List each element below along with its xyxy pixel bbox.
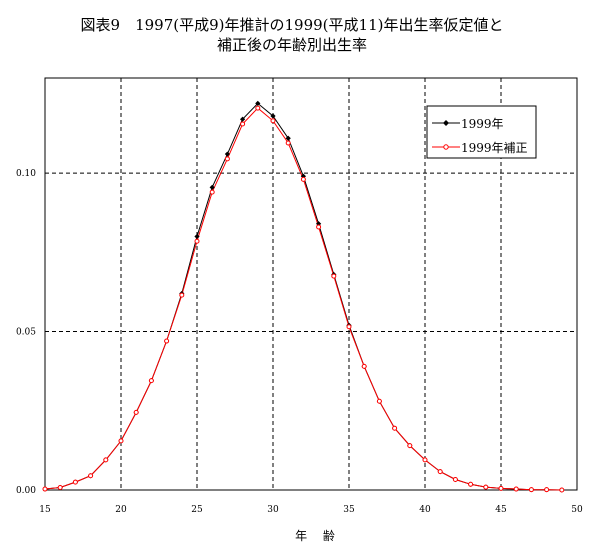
legend-marker-1999-corrected bbox=[443, 144, 449, 150]
data-point-1999-corrected bbox=[224, 156, 230, 162]
data-point-1999-corrected bbox=[513, 486, 519, 492]
data-point-1999-corrected bbox=[346, 324, 352, 330]
data-point-1999-corrected bbox=[148, 378, 154, 384]
legend-marker-1999 bbox=[443, 120, 449, 126]
data-point-1999-corrected bbox=[133, 409, 139, 415]
data-point-1999-corrected bbox=[392, 425, 398, 431]
data-point-1999 bbox=[209, 184, 215, 190]
data-point-1999-corrected bbox=[437, 469, 443, 475]
data-point-1999-corrected bbox=[483, 484, 489, 490]
grid bbox=[45, 78, 577, 490]
chart-subtitle: 補正後の年齢別出生率 bbox=[217, 36, 367, 54]
data-point-1999-corrected bbox=[240, 121, 246, 127]
data-point-1999-corrected bbox=[118, 438, 124, 444]
data-point-1999-corrected bbox=[361, 363, 367, 369]
plot-frame bbox=[44, 77, 578, 491]
data-point-1999-corrected bbox=[42, 486, 48, 492]
data-point-1999-corrected bbox=[422, 457, 428, 463]
legend-label-1999-corrected: 1999年補正 bbox=[461, 141, 528, 155]
data-point-1999-corrected bbox=[194, 238, 200, 244]
data-point-1999 bbox=[255, 100, 261, 106]
data-point-1999-corrected bbox=[103, 457, 109, 463]
x-axis-label: 年 齢 bbox=[295, 528, 341, 543]
data-point-1999-corrected bbox=[179, 292, 185, 298]
data-point-1999 bbox=[194, 233, 200, 240]
data-point-1999-corrected bbox=[164, 338, 170, 344]
legend-label-1999: 1999年 bbox=[461, 117, 504, 131]
data-point-1999-corrected bbox=[376, 398, 382, 404]
data-point-1999-corrected bbox=[452, 477, 458, 483]
y-tick-label: 0.10 bbox=[16, 169, 36, 179]
series-line-1999 bbox=[44, 102, 562, 491]
data-point-1999 bbox=[285, 135, 291, 141]
data-point-1999 bbox=[240, 116, 246, 122]
data-point-1999-corrected bbox=[407, 443, 413, 449]
x-tick-label: 45 bbox=[495, 505, 507, 515]
data-point-1999-corrected bbox=[285, 140, 291, 146]
data-point-1999 bbox=[316, 221, 322, 227]
data-point-1999-corrected bbox=[57, 484, 63, 490]
data-point-1999-corrected bbox=[255, 105, 261, 111]
y-tick-label: 0.05 bbox=[16, 328, 36, 338]
data-point-1999-corrected bbox=[559, 487, 565, 493]
data-point-1999-corrected bbox=[331, 273, 337, 279]
data-point-1999-corrected bbox=[270, 118, 276, 124]
series-line-1999-corrected bbox=[44, 107, 562, 491]
x-tick-label: 50 bbox=[571, 505, 583, 515]
x-tick-label: 25 bbox=[191, 505, 203, 515]
legend: 1999年 1999年補正 bbox=[426, 105, 537, 159]
data-point-1999-corrected bbox=[72, 479, 78, 485]
data-point-1999-corrected bbox=[88, 473, 94, 479]
x-tick-label: 30 bbox=[267, 505, 279, 515]
data-point-1999-corrected bbox=[300, 176, 306, 182]
chart-title: 図表9 1997(平成9)年推計の1999(平成11)年出生率仮定値と bbox=[81, 16, 504, 34]
data-point-1999-corrected bbox=[209, 189, 215, 195]
data-point-1999 bbox=[270, 113, 276, 119]
data-point-1999-corrected bbox=[544, 487, 550, 493]
data-point-1999-corrected bbox=[528, 487, 534, 493]
x-tick-label: 20 bbox=[115, 505, 127, 515]
tick-labels: 15 20 25 30 35 40 45 50 0.00 0.05 0.10 bbox=[16, 169, 583, 515]
data-point-1999-corrected bbox=[316, 224, 322, 230]
x-tick-label: 40 bbox=[419, 505, 431, 515]
data-point-1999-corrected bbox=[498, 485, 504, 491]
series-layer bbox=[42, 100, 565, 493]
data-point-1999-corrected bbox=[468, 481, 474, 487]
y-tick-label: 0.00 bbox=[16, 486, 36, 496]
data-point-1999 bbox=[224, 151, 230, 157]
x-tick-label: 15 bbox=[39, 505, 51, 515]
x-tick-label: 35 bbox=[343, 505, 355, 515]
data-point-1999 bbox=[300, 173, 306, 179]
